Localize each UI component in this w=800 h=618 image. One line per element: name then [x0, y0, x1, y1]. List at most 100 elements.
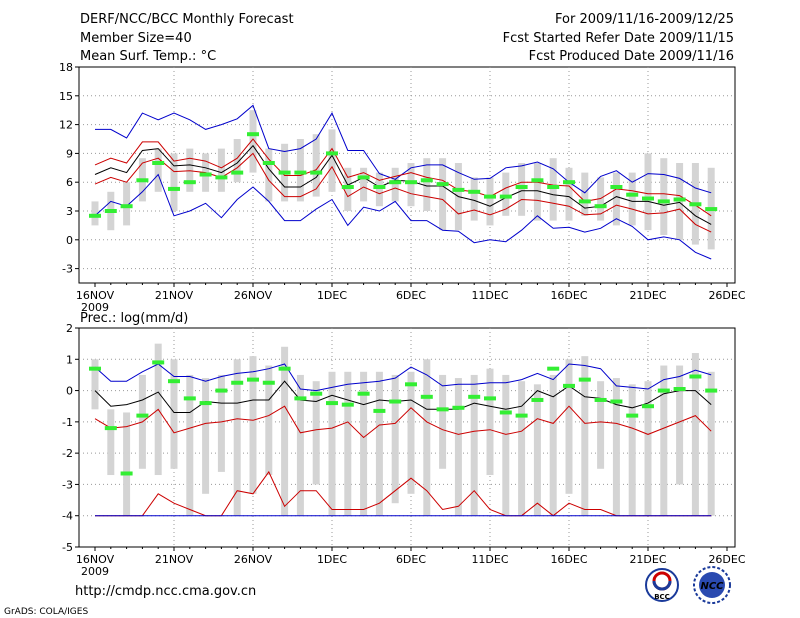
- prec-observed-marker-35: [642, 404, 654, 409]
- prec-observed-marker-16: [341, 402, 354, 407]
- prec-ytick-label-0: -5: [62, 541, 73, 554]
- temp-observed-marker-28: [531, 178, 544, 183]
- temp-observed-marker-20: [405, 180, 417, 185]
- prec-observed-marker-34: [626, 413, 639, 418]
- temp-observed-marker-32: [594, 204, 607, 209]
- temp-observed-marker-23: [452, 187, 465, 192]
- prec-series-upper: [94, 380, 712, 413]
- prec-ytick-label-5: 0: [66, 385, 73, 398]
- prec-observed-marker-2: [120, 471, 133, 476]
- period-label: For 2009/11/16-2009/12/25: [555, 12, 734, 27]
- temp-observed-marker-1: [104, 209, 117, 213]
- temp-range-box-17: [360, 167, 368, 202]
- prec-range-box-27: [518, 381, 526, 516]
- prec-observed-marker-3: [136, 413, 149, 418]
- temp-observed-marker-0: [89, 213, 101, 218]
- precipitation-panel: -5 -4 -3 -2 -1 0 1 2 16NOV 21NOV 26NOV 1DEC 6DEC 11DE…: [62, 322, 746, 578]
- temp-plot-frame: [78, 66, 736, 284]
- temp-observed-marker-13: [294, 170, 307, 175]
- prec-observed-marker-0: [89, 366, 101, 371]
- prec-range-box-16: [344, 371, 352, 516]
- temp-range-box-29: [549, 158, 557, 221]
- prec-range-box-33: [612, 378, 620, 516]
- prec-observed-marker-24: [468, 394, 481, 399]
- temp-ytick-label-2: 3: [66, 205, 73, 218]
- temp-ytick-label-0: -3: [62, 263, 73, 276]
- temp-range-box-5: [170, 153, 178, 211]
- temp-observed-marker-7: [199, 172, 212, 177]
- temp-observed-marker-39: [705, 207, 718, 212]
- prec-observed-marker-29: [547, 366, 560, 371]
- temp-observed-marker-26: [499, 194, 512, 199]
- fcst-produced-label: Fcst Produced Date 2009/11/16: [529, 49, 734, 64]
- prec-range-box-39: [707, 371, 715, 516]
- prec-range-box-1: [107, 409, 115, 476]
- prec-range-box-17: [360, 371, 368, 516]
- temp-observed-marker-21: [420, 178, 433, 183]
- prec-series-mean: [94, 405, 712, 439]
- prec-observed-marker-39: [705, 388, 718, 393]
- temp-xtick-label-5: 11DEC: [471, 289, 508, 302]
- temp-range-box-18: [375, 172, 383, 207]
- prec-range-box-9: [233, 359, 241, 516]
- temp-observed-marker-35: [642, 196, 654, 201]
- prec-range-box-36: [660, 365, 668, 516]
- temp-observed-marker-2: [120, 204, 133, 209]
- temp-year-label: 2009: [81, 301, 109, 314]
- temp-range-box-20: [407, 163, 415, 207]
- temp-observed-marker-18: [373, 185, 386, 189]
- prec-plot-frame: [78, 327, 736, 548]
- temp-ytick-label-7: 18: [59, 61, 73, 74]
- prec-range-box-18: [375, 371, 383, 516]
- temp-range-box-33: [612, 172, 620, 226]
- temp-xtick-label-6: 16DEC: [550, 289, 587, 302]
- temp-observed-marker-33: [610, 185, 623, 189]
- temp-series-lower: [94, 152, 712, 233]
- prec-range-box-31: [581, 356, 589, 516]
- chart-title: DERF/NCC/BCC Monthly Forecast: [80, 12, 294, 27]
- temp-observed-marker-16: [341, 185, 354, 189]
- prec-year-label: 2009: [81, 565, 109, 578]
- prec-range-box-37: [676, 365, 684, 485]
- prec-observed-marker-14: [310, 391, 323, 396]
- temp-observed-marker-17: [357, 175, 370, 180]
- prec-observed-marker-12: [278, 366, 291, 371]
- prec-series-max: [94, 363, 712, 392]
- prec-range-box-24: [470, 374, 478, 516]
- temp-range-box-36: [660, 158, 668, 235]
- prec-ytick-label-3: -2: [62, 447, 73, 460]
- prec-observed-marker-25: [484, 396, 496, 401]
- temp-xtick-label-7: 21DEC: [629, 289, 666, 302]
- prec-range-box-29: [549, 374, 557, 516]
- prec-observed-marker-17: [357, 391, 370, 396]
- temp-xtick-label-2: 26NOV: [234, 289, 273, 302]
- prec-range-box-15: [328, 371, 336, 516]
- temp-range-box-31: [581, 172, 589, 216]
- temp-range-box-0: [91, 201, 99, 226]
- temp-observed-marker-12: [278, 170, 291, 175]
- prec-observed-marker-32: [594, 397, 607, 402]
- prec-observed-marker-15: [326, 401, 338, 406]
- prec-observed-marker-18: [373, 408, 386, 413]
- prec-range-box-10: [249, 356, 257, 494]
- temp-observed-marker-15: [326, 151, 338, 156]
- prec-xtick-label-2: 26NOV: [234, 553, 273, 566]
- prec-observed-marker-33: [610, 399, 623, 404]
- prec-xtick-label-3: 1DEC: [317, 553, 347, 566]
- prec-observed-marker-26: [499, 410, 512, 415]
- temp-observed-marker-30: [563, 180, 575, 185]
- prec-range-box-21: [423, 359, 431, 516]
- prec-range-box-14: [312, 381, 320, 485]
- temp-observed-marker-3: [136, 178, 149, 183]
- temp-xtick-label-3: 1DEC: [317, 289, 347, 302]
- temp-observed-marker-5: [168, 186, 180, 191]
- prec-ytick-label-7: 2: [66, 322, 73, 335]
- prec-observed-marker-10: [247, 377, 259, 382]
- temp-xtick-label-1: 21NOV: [155, 289, 194, 302]
- temp-series-min: [94, 173, 712, 260]
- temp-range-box-8: [217, 148, 225, 192]
- prec-range-box-25: [486, 368, 494, 476]
- prec-xtick-label-5: 11DEC: [471, 553, 508, 566]
- prec-observed-marker-1: [104, 426, 117, 431]
